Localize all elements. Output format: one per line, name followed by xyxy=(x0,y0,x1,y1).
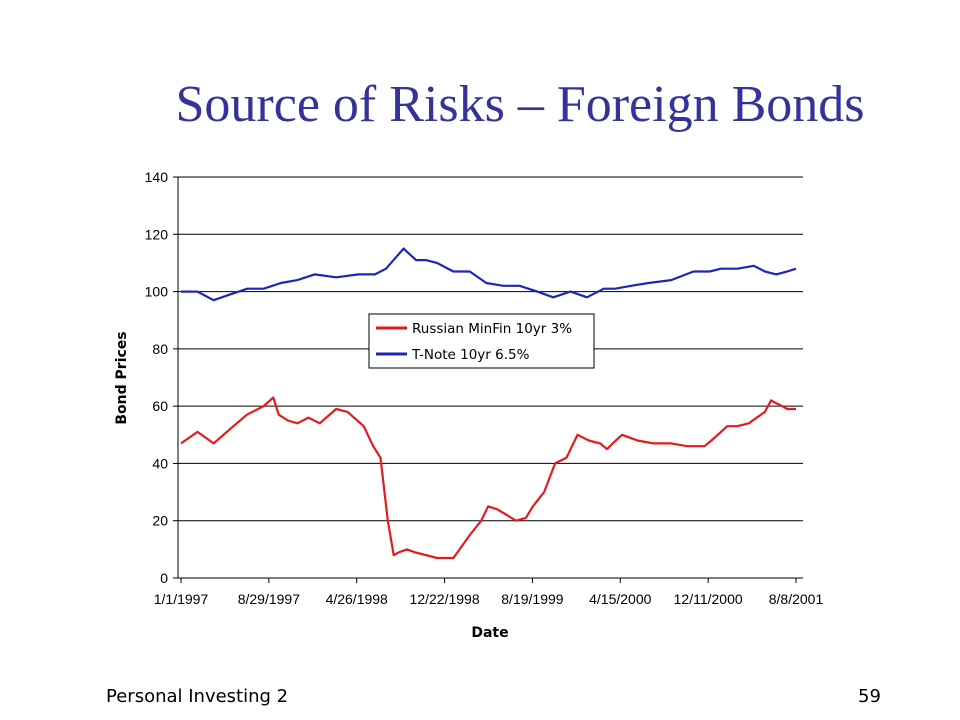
x-tick-label: 12/22/1998 xyxy=(410,591,480,607)
legend: Russian MinFin 10yr 3% T-Note 10yr 6.5% xyxy=(368,313,595,369)
y-tick-label: 0 xyxy=(160,570,168,586)
y-tick-label: 60 xyxy=(152,398,168,414)
y-tick-label: 120 xyxy=(145,226,169,242)
y-tick-label: 20 xyxy=(152,513,168,529)
axes: 0 20 40 60 80 100 120 140 1/1/1997 8/29/1997 4/26/… xyxy=(145,169,824,607)
x-tick-label: 8/19/1999 xyxy=(501,591,563,607)
x-tick-label: 8/8/2001 xyxy=(769,591,824,607)
legend-entry-label: T-Note 10yr 6.5% xyxy=(411,347,530,363)
y-tick-label: 140 xyxy=(145,169,169,185)
y-tick-label: 40 xyxy=(152,455,168,471)
x-axis-label: Date xyxy=(471,625,508,641)
x-tick-label: 8/29/1997 xyxy=(238,591,300,607)
y-tick-label: 100 xyxy=(145,284,169,300)
x-tick-label: 1/1/1997 xyxy=(154,591,209,607)
y-axis-label: Bond Prices xyxy=(114,331,130,424)
slide-title: Source of Risks – Foreign Bonds xyxy=(175,76,865,133)
series-lines xyxy=(180,247,797,560)
y-tick-label: 80 xyxy=(152,341,168,357)
x-tick-label: 4/26/1998 xyxy=(326,591,388,607)
legend-entry-label: Russian MinFin 10yr 3% xyxy=(412,321,572,337)
series-line-russian-minfin xyxy=(180,396,796,560)
series-line-tnote xyxy=(181,247,797,302)
footer-course-title: Personal Investing 2 xyxy=(106,686,289,707)
x-tick-label: 4/15/2000 xyxy=(589,591,651,607)
footer-page-number: 59 xyxy=(858,686,881,707)
gridlines xyxy=(178,176,803,522)
legend-box xyxy=(368,313,595,369)
x-tick-label: 12/11/2000 xyxy=(674,591,743,607)
